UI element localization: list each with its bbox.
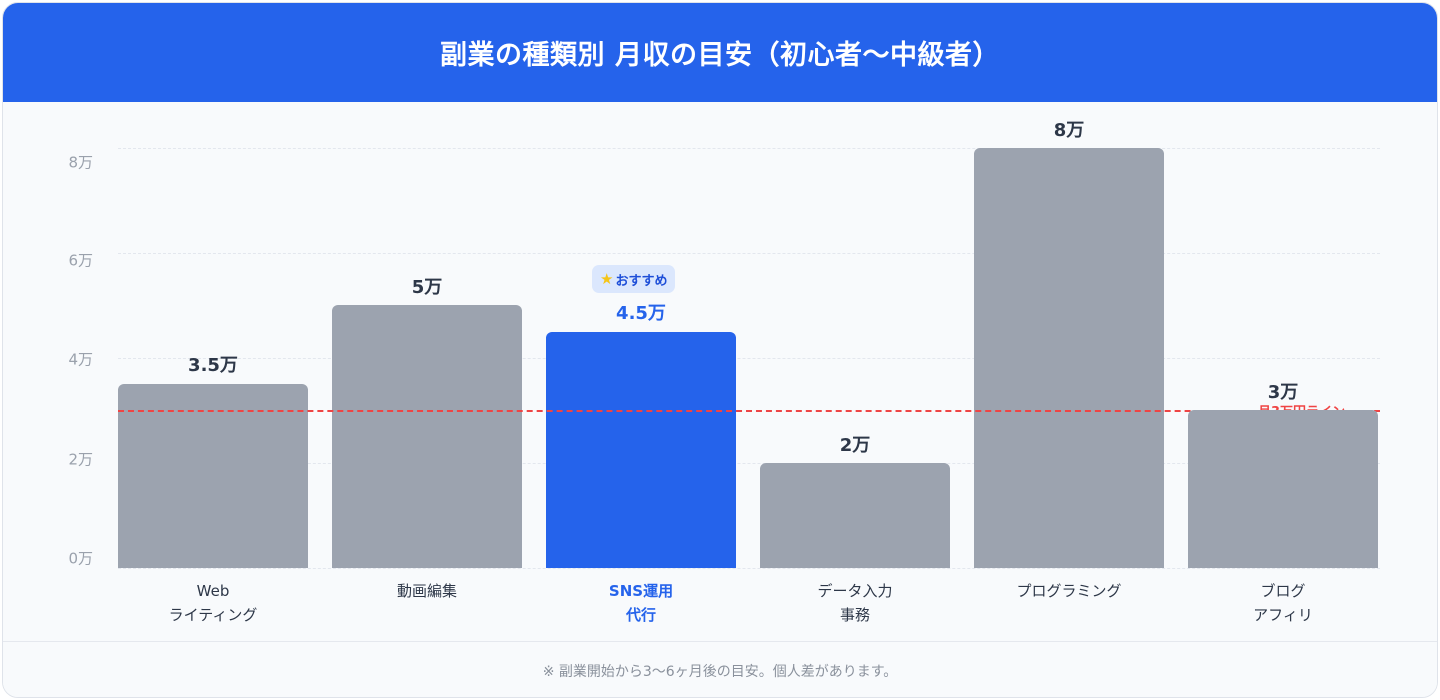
x-label-line: Web: [196, 582, 230, 600]
x-label-web-writing: Web ライティング: [118, 579, 308, 627]
gridline-0: [118, 568, 1380, 569]
x-label-line: SNS運用: [608, 582, 674, 600]
gridline-4: [118, 358, 1380, 359]
reference-line-3man: [118, 410, 1380, 412]
y-tick-label: 4万: [68, 350, 93, 369]
bar-value-label: 5万: [411, 277, 443, 298]
star-icon: ★: [600, 270, 614, 288]
bar-data-entry[interactable]: [760, 463, 950, 568]
x-label-data-entry: データ入力 事務: [760, 579, 950, 627]
x-label-line: 事務: [839, 606, 870, 624]
x-label-line: データ入力: [817, 582, 893, 600]
y-tick-label: 6万: [68, 251, 93, 270]
bar-value-label: 3万: [1267, 382, 1299, 403]
x-label-line: 代行: [625, 606, 656, 624]
x-label-programming: プログラミング: [974, 579, 1164, 603]
x-label-blog-affiliate: ブログ アフィリ: [1188, 579, 1378, 627]
bar-value-label: 4.5万: [616, 303, 666, 324]
chart-header: 副業の種類別 月収の目安（初心者〜中級者）: [3, 3, 1437, 102]
gridline-8: [118, 148, 1380, 149]
badge-label: おすすめ: [615, 273, 668, 289]
x-label-sns-management: SNS運用 代行: [546, 579, 736, 627]
chart-title: 副業の種類別 月収の目安（初心者〜中級者）: [440, 40, 1000, 71]
x-label-line: アフィリ: [1253, 606, 1313, 624]
bar-value-label: 3.5万: [188, 355, 238, 376]
bar-programming[interactable]: [974, 148, 1164, 568]
x-label-video-editing: 動画編集: [332, 579, 522, 603]
bar-value-label: 2万: [839, 435, 871, 456]
y-tick-label: 2万: [68, 450, 93, 469]
bar-sns-management[interactable]: [546, 332, 736, 568]
bar-video-editing[interactable]: [332, 305, 522, 568]
y-tick-label: 8万: [68, 153, 93, 172]
y-tick-label: 0万: [68, 549, 93, 568]
gridline-2: [118, 463, 1380, 464]
x-label-line: ライティング: [168, 606, 258, 624]
recommended-badge: ★ おすすめ: [592, 265, 676, 293]
chart-footer: ※ 副業開始から3〜6ヶ月後の目安。個人差があります。: [3, 641, 1437, 697]
gridline-6: [118, 253, 1380, 254]
x-label-line: ブログ: [1260, 582, 1306, 600]
plot-area: 8万 6万 4万 2万 0万 3.5万 5万 4.5万 ★ おすすめ 2万 8万…: [3, 3, 1437, 697]
footnote: ※ 副業開始から3〜6ヶ月後の目安。個人差があります。: [542, 663, 898, 680]
x-label-line: プログラミング: [1016, 582, 1122, 600]
x-label-line: 動画編集: [396, 582, 457, 600]
bar-value-label: 8万: [1053, 120, 1085, 141]
bar-blog-affiliate[interactable]: [1188, 410, 1378, 568]
bar-web-writing[interactable]: [118, 384, 308, 568]
